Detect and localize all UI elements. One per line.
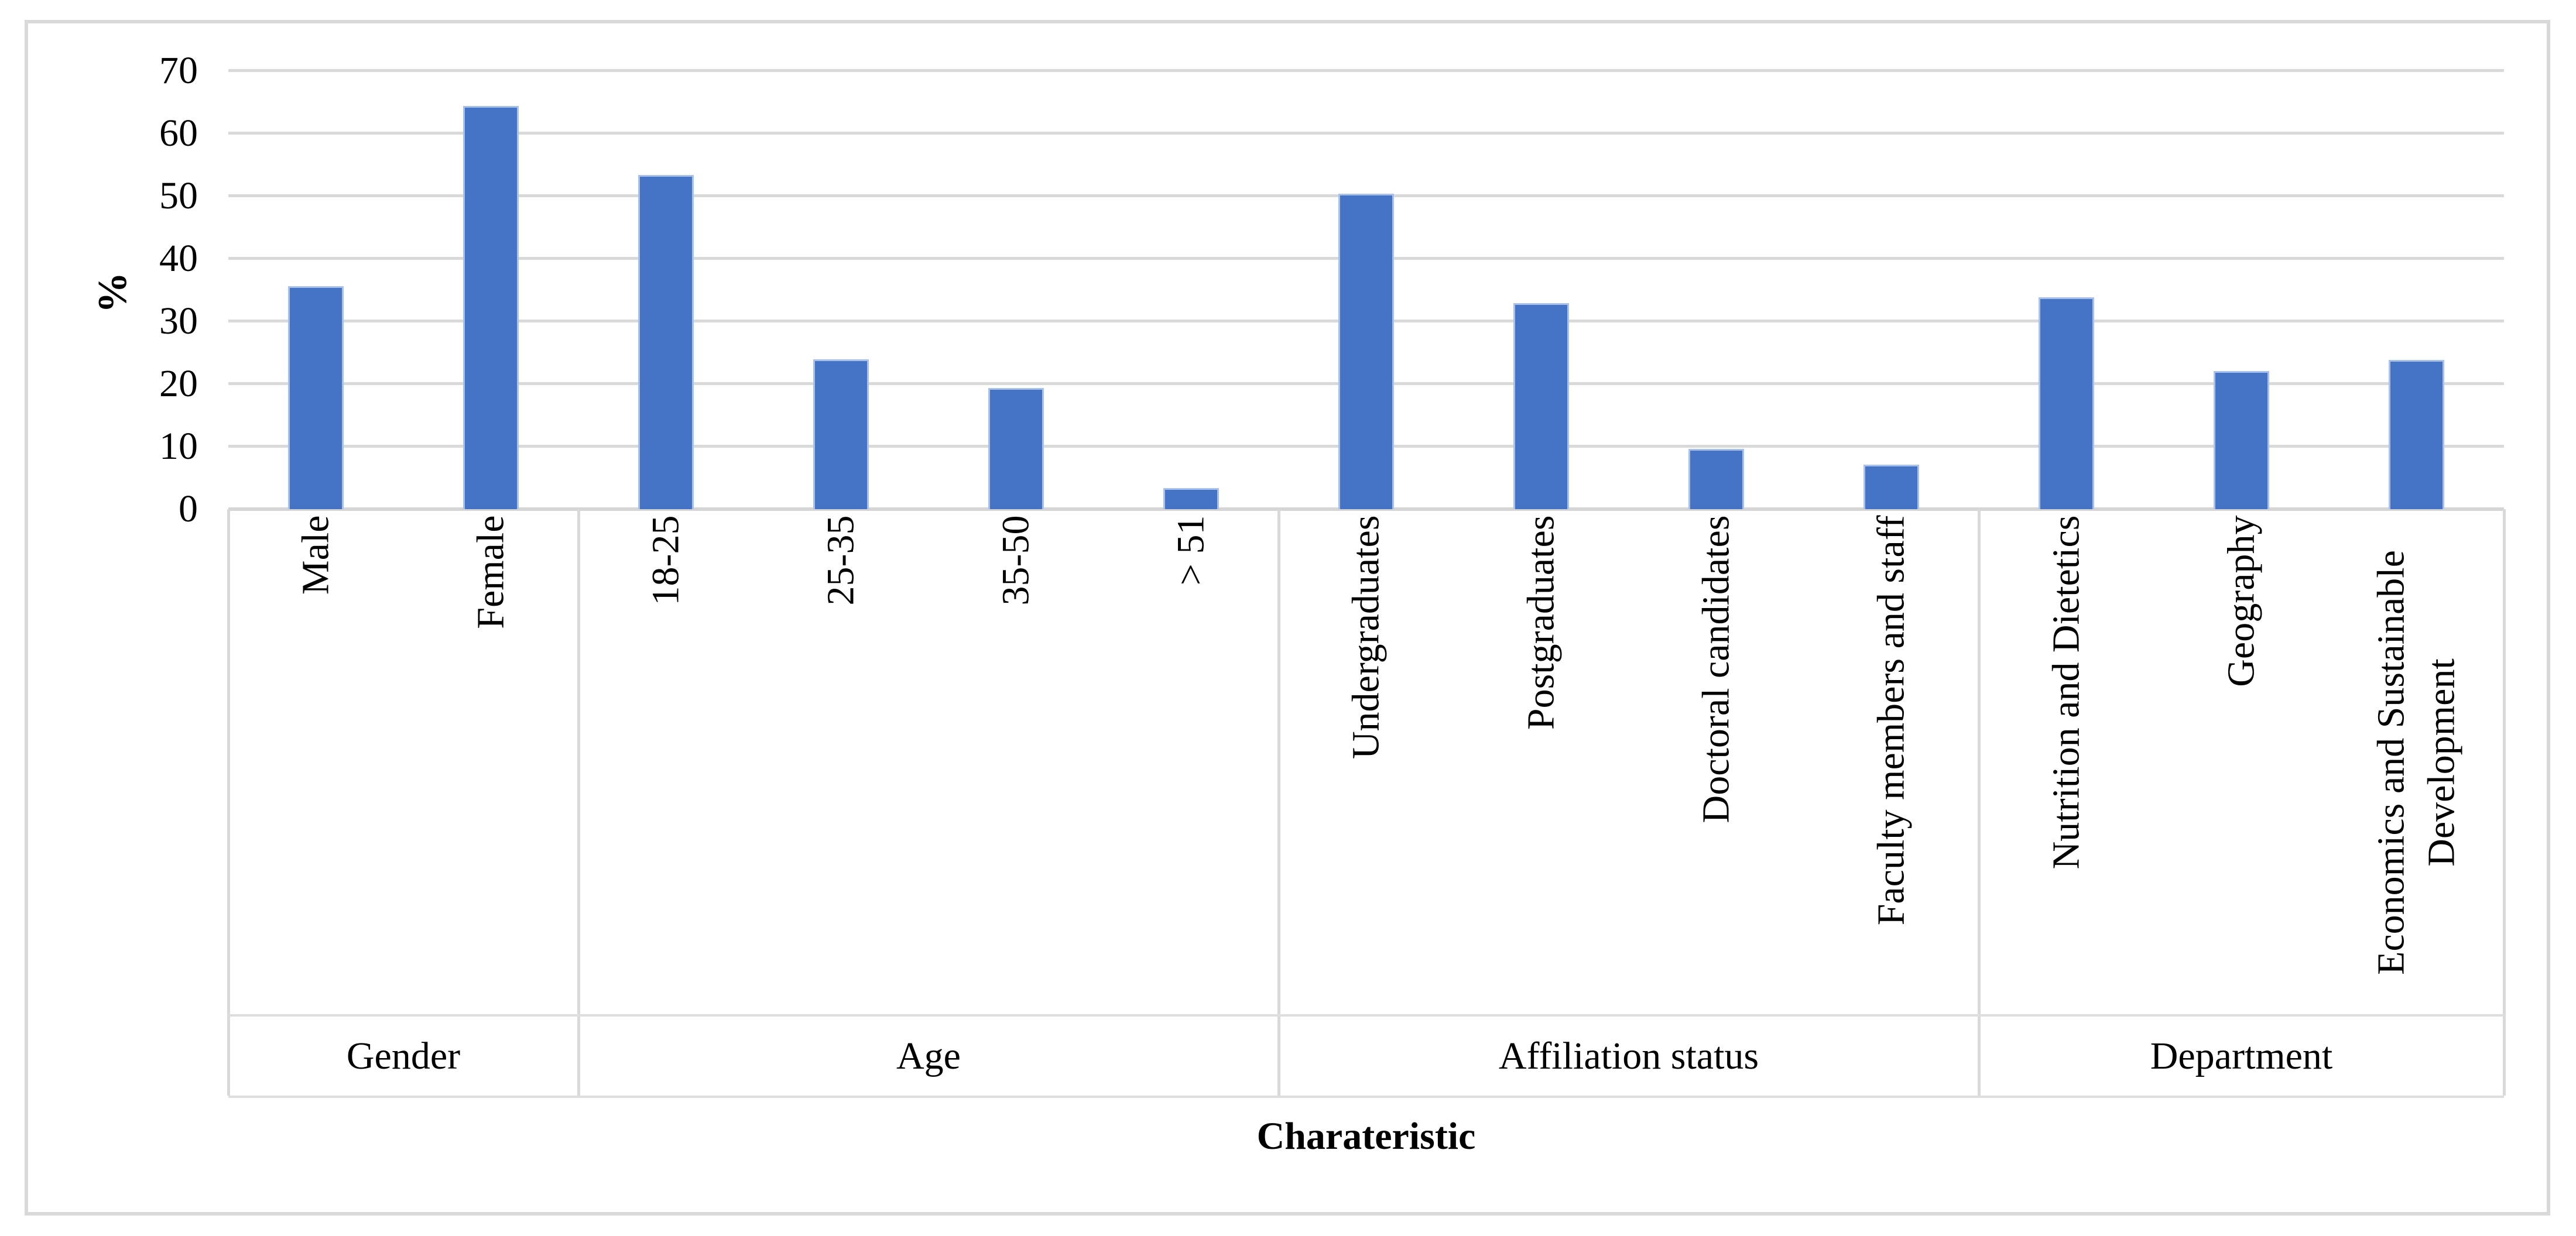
group-divider [1277, 509, 1280, 1096]
group-divider [2503, 509, 2506, 1096]
group-label-affiliation-status: Affiliation status [1498, 1034, 1759, 1077]
gridline-70 [228, 69, 2504, 72]
category-label--51: > 51 [1169, 515, 1212, 585]
bar-faculty-members-and-staff [1864, 465, 1919, 509]
category-label-economics-and-sustainable-development: Economics and Sustainable Development [2369, 550, 2463, 975]
category-label-faculty-members-and-staff: Faculty members and staff [1869, 515, 1913, 925]
bar-female [463, 105, 519, 509]
bar-25-35 [813, 359, 869, 509]
group-divider [1978, 509, 1981, 1096]
category-label-35-50: 35-50 [994, 515, 1037, 605]
category-label-male: Male [294, 515, 337, 595]
category-label-18-25: 18-25 [644, 515, 687, 605]
group-divider [577, 509, 580, 1096]
bar-doctoral-candidates [1688, 449, 1744, 509]
y-tick-label-20: 20 [159, 362, 198, 405]
y-tick-label-70: 70 [159, 49, 198, 92]
bar-geography [2214, 370, 2269, 509]
y-tick-label-40: 40 [159, 237, 198, 280]
bar-35-50 [988, 388, 1044, 509]
y-tick-label-0: 0 [179, 487, 198, 530]
category-label-female: Female [469, 515, 512, 629]
figure-border [25, 20, 2550, 1216]
category-label-25-35: 25-35 [819, 515, 862, 605]
gridline-60 [228, 132, 2504, 135]
category-label-undergraduates: Undergraduates [1344, 515, 1388, 759]
y-tick-label-50: 50 [159, 174, 198, 217]
category-label-geography: Geography [2219, 515, 2263, 687]
bar-male [288, 286, 344, 509]
gridline-0 [228, 507, 2504, 511]
category-label-doctoral-candidates: Doctoral candidates [1694, 515, 1738, 823]
bar-postgraduates [1513, 303, 1569, 509]
bar-18-25 [638, 174, 694, 509]
y-tick-label-30: 30 [159, 300, 198, 342]
bar--51 [1163, 487, 1219, 509]
group-divider [227, 509, 230, 1096]
group-label-department: Department [2150, 1034, 2333, 1077]
bar-economics-and-sustainable-development [2389, 360, 2444, 509]
bar-nutrition-and-dietetics [2039, 297, 2094, 509]
label-box-separator [228, 1014, 2504, 1017]
category-label-nutrition-and-dietetics: Nutrition and Dietetics [2044, 515, 2088, 869]
group-label-gender: Gender [346, 1034, 461, 1077]
category-label-postgraduates: Postgraduates [1519, 515, 1563, 730]
x-axis-title: Charateristic [1256, 1115, 1476, 1158]
y-tick-label-10: 10 [159, 425, 198, 468]
label-box-bottom [228, 1096, 2504, 1098]
y-tick-label-60: 60 [159, 112, 198, 154]
group-label-age: Age [896, 1034, 961, 1077]
bar-undergraduates [1338, 193, 1394, 509]
